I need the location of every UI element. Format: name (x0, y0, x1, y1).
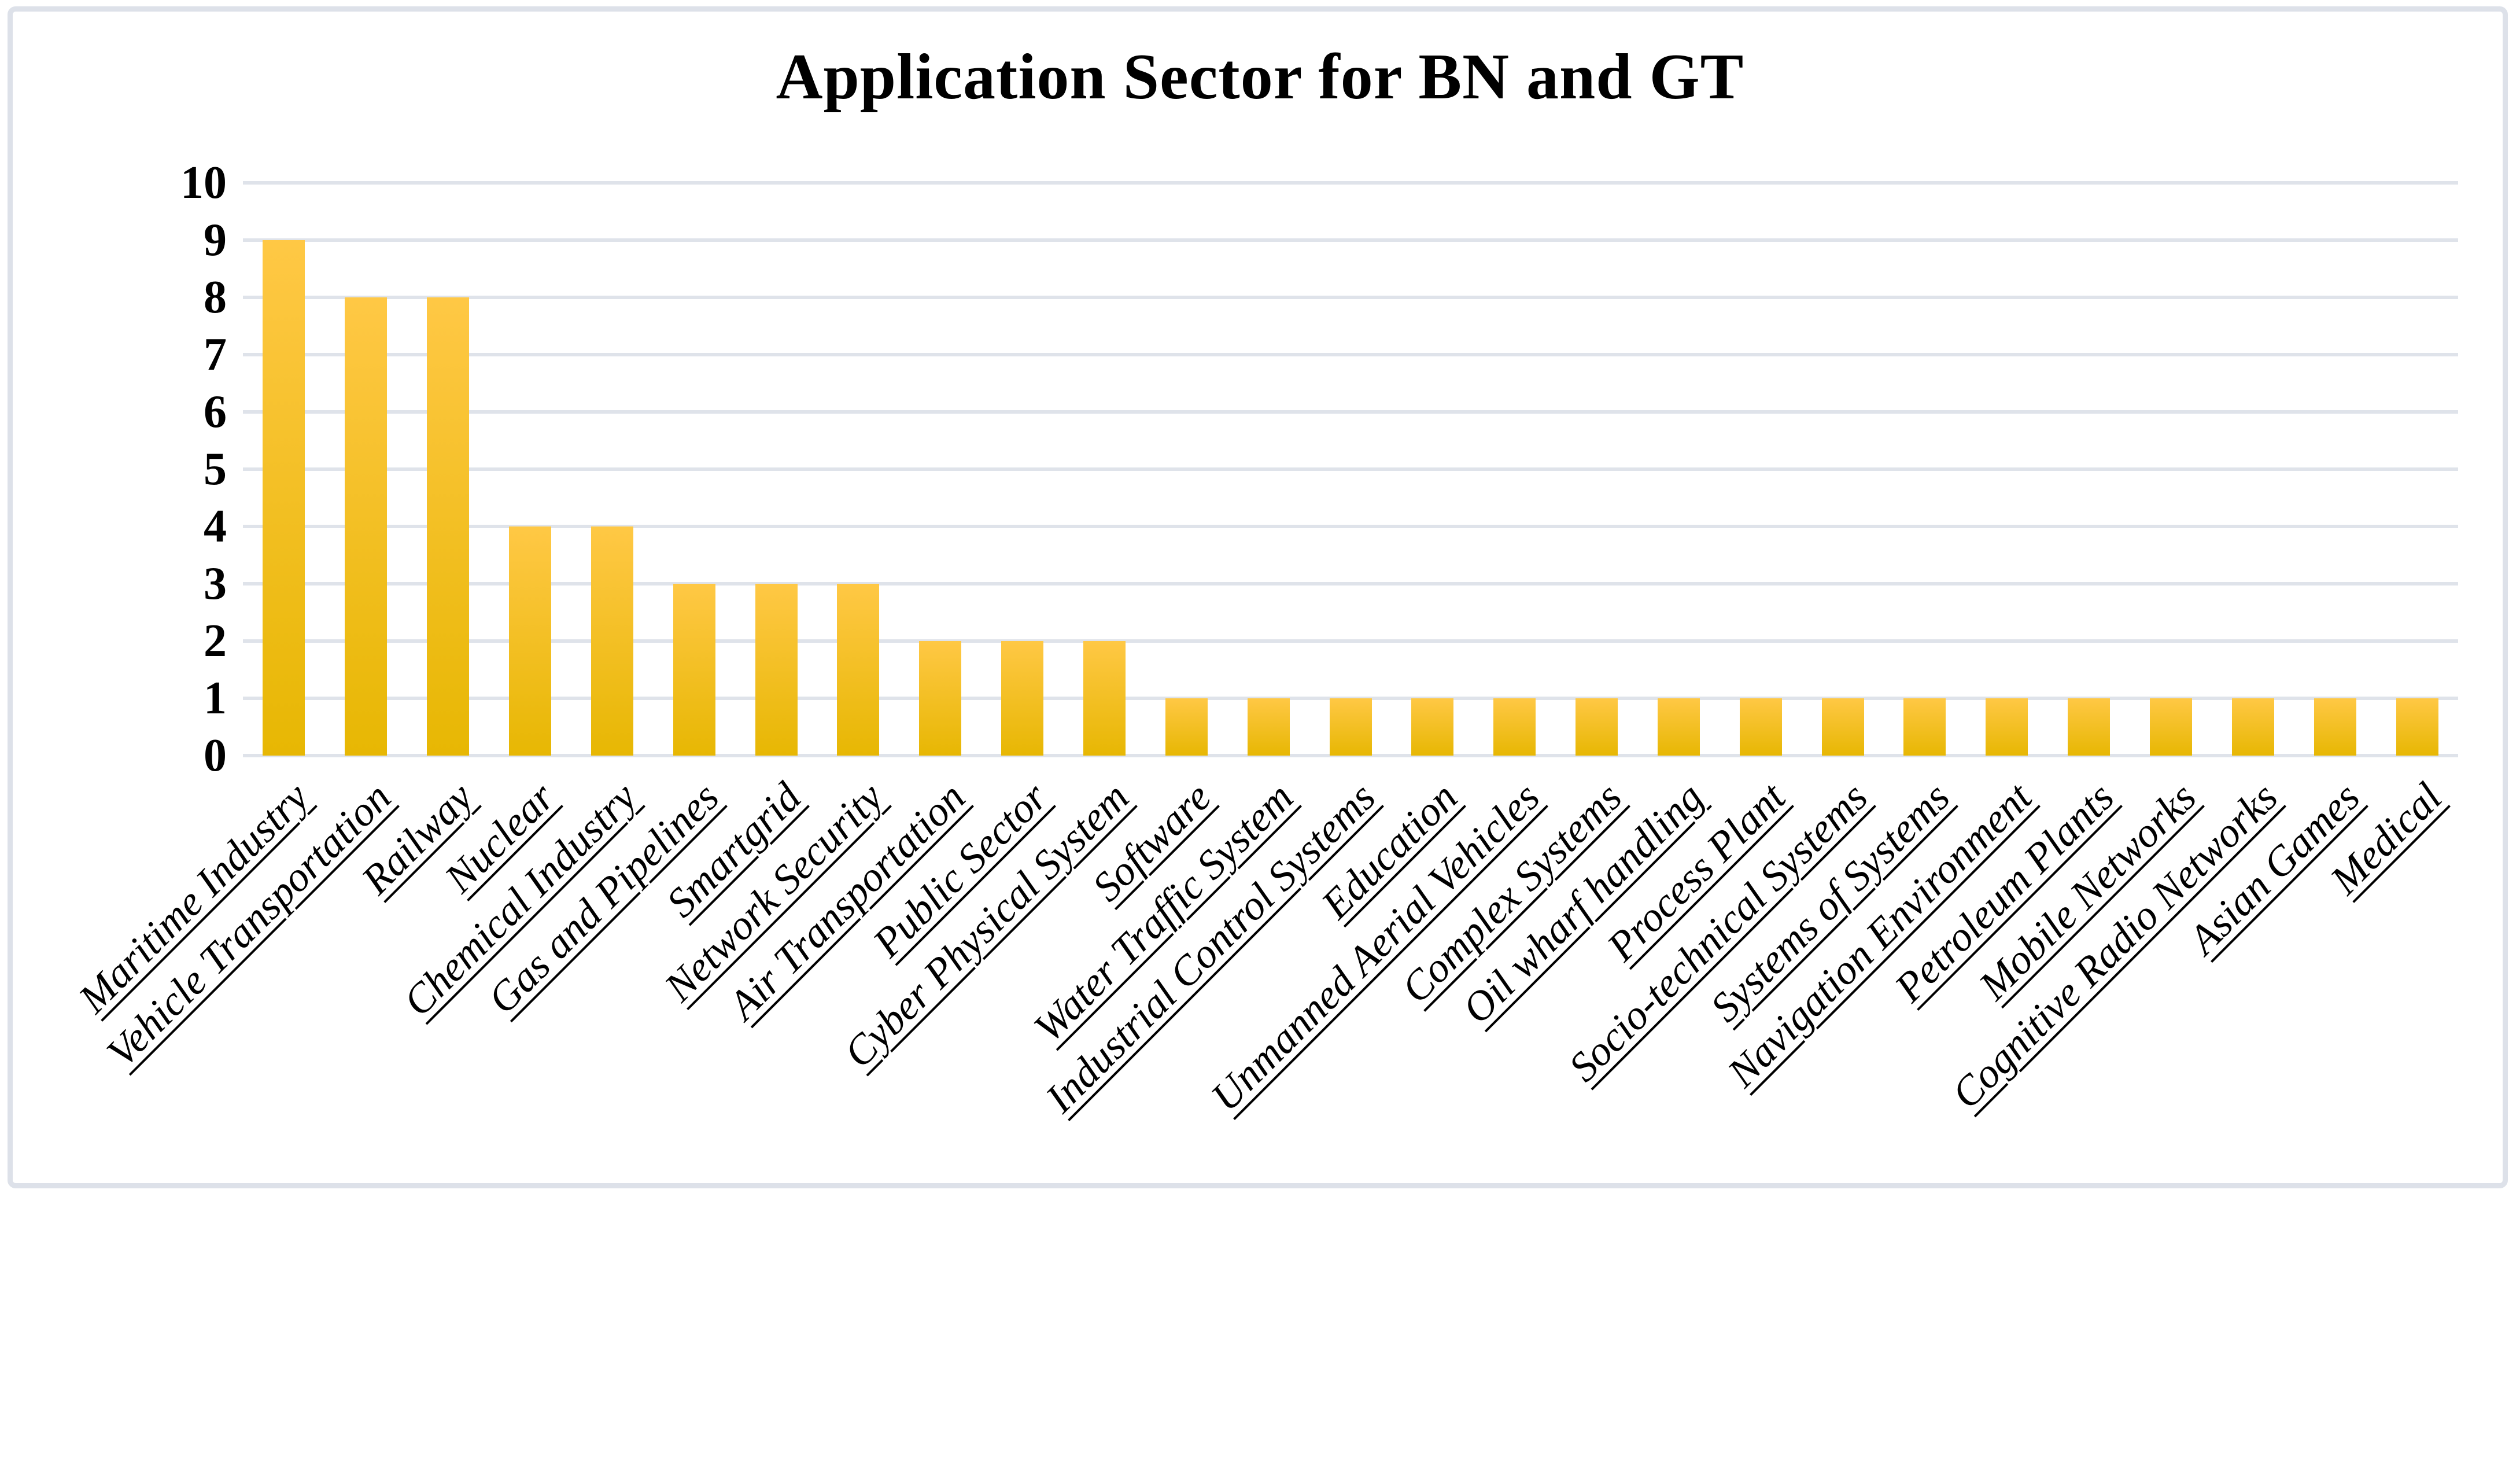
bar (1411, 698, 1454, 756)
bar (1165, 698, 1208, 756)
y-tick-label-1: 1 (204, 673, 227, 724)
gridline-y-10 (243, 181, 2458, 185)
gridline-y-9 (243, 238, 2458, 242)
chart-title: Application Sector for BN and GT (776, 41, 1744, 113)
bar (1493, 698, 1536, 756)
bar (591, 526, 633, 756)
gridline-y-0 (243, 754, 2458, 757)
bar (673, 584, 715, 756)
gridline-y-8 (243, 296, 2458, 299)
y-tick-label-0: 0 (204, 730, 227, 781)
y-tick-label-5: 5 (204, 444, 227, 495)
bar (837, 584, 880, 756)
y-tick-label-9: 9 (204, 215, 227, 266)
bar (345, 297, 388, 756)
bar (1986, 698, 2028, 756)
bar (755, 584, 798, 756)
bar (919, 641, 962, 756)
y-tick-label-3: 3 (204, 558, 227, 609)
bar (1657, 698, 1700, 756)
gridline-y-3 (243, 582, 2458, 585)
gridline-y-5 (243, 467, 2458, 471)
bar (1001, 641, 1044, 756)
y-tick-label-10: 10 (180, 157, 227, 208)
y-tick-label-6: 6 (204, 386, 227, 437)
bar-chart: Application Sector for BN and GT 0 1 2 3 4 5 6… (69, 41, 2458, 1121)
gridline-y-2 (243, 639, 2458, 643)
bar (1576, 698, 1618, 756)
bar (427, 297, 470, 756)
bar (2231, 698, 2274, 756)
gridline-y-7 (243, 353, 2458, 356)
y-tick-label-7: 7 (204, 329, 227, 380)
bar (1903, 698, 1946, 756)
y-tick-label-8: 8 (204, 272, 227, 323)
bar (263, 240, 305, 756)
bar (1247, 698, 1290, 756)
bar (1083, 641, 1126, 756)
y-tick-label-2: 2 (204, 616, 227, 666)
bar (2068, 698, 2111, 756)
bar (2314, 698, 2356, 756)
bar (2150, 698, 2193, 756)
bar (1329, 698, 1372, 756)
gridline-y-4 (243, 525, 2458, 528)
bar (508, 526, 551, 756)
bar (2396, 698, 2438, 756)
gridline-y-6 (243, 410, 2458, 414)
chart-frame (8, 6, 2508, 1188)
y-tick-label-4: 4 (204, 501, 227, 552)
bar (1739, 698, 1782, 756)
bar (1821, 698, 1864, 756)
